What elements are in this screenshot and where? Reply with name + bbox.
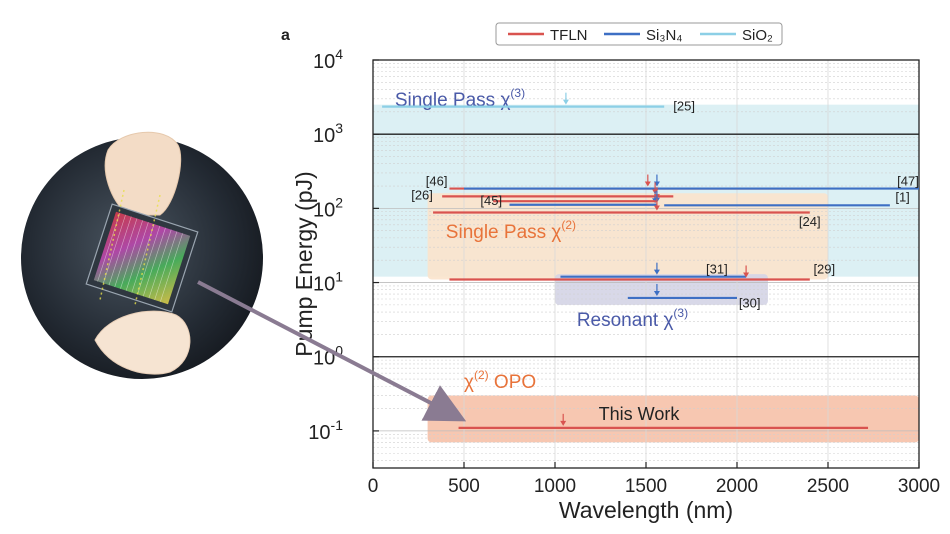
pump-arrowhead <box>644 181 651 187</box>
reference-label: [46] <box>426 174 448 189</box>
pump-arrowhead <box>653 269 660 275</box>
x-tick-label: 0 <box>368 476 379 497</box>
band-label: Resonant χ(3) <box>577 306 688 331</box>
y-tick-label: 100 <box>313 343 343 370</box>
x-tick-label: 2500 <box>807 476 849 497</box>
x-tick-label: 500 <box>448 476 480 497</box>
reference-label: [29] <box>813 261 835 276</box>
reference-label: [45] <box>480 193 502 208</box>
reference-label: [30] <box>739 296 761 311</box>
reference-label: [25] <box>673 99 695 114</box>
pump-arrowhead <box>743 272 750 278</box>
x-axis-title: Wavelength (nm) <box>559 497 733 523</box>
band-label: χ(2) OPO <box>464 368 536 393</box>
reference-label: [31] <box>706 261 728 276</box>
pointer-arrow <box>197 280 467 422</box>
x-tick-label: 1000 <box>534 476 576 497</box>
legend-entry: TFLN <box>550 27 588 44</box>
legend-entry: Si₃N₄ <box>646 27 682 44</box>
reference-label: [47] <box>897 174 919 189</box>
chi2-band <box>427 193 828 280</box>
x-tick-label: 2000 <box>716 476 758 497</box>
pump-arrowhead <box>653 290 660 296</box>
pump-arrowhead <box>653 205 660 211</box>
y-tick-label: 101 <box>313 269 343 296</box>
y-tick-label: 103 <box>313 120 343 147</box>
reference-label: [24] <box>799 214 821 229</box>
band-label: Single Pass χ(2) <box>446 218 576 243</box>
y-tick-label: 10-1 <box>308 417 343 444</box>
panel-label: a <box>281 27 290 44</box>
device-photo <box>21 131 263 379</box>
pump-arrowhead <box>562 99 569 105</box>
pump-arrowhead <box>560 420 567 426</box>
y-axis-title: Pump Energy (pJ) <box>291 171 317 356</box>
y-tick-label: 102 <box>313 194 343 221</box>
x-tick-label: 3000 <box>898 476 940 497</box>
reference-label: [1] <box>895 190 909 205</box>
legend-entry: SiO₂ <box>742 27 773 44</box>
reference-label: [26] <box>411 187 433 202</box>
x-tick-label: 1500 <box>625 476 667 497</box>
this-work-label: This Work <box>599 404 681 424</box>
y-tick-label: 104 <box>313 46 343 73</box>
